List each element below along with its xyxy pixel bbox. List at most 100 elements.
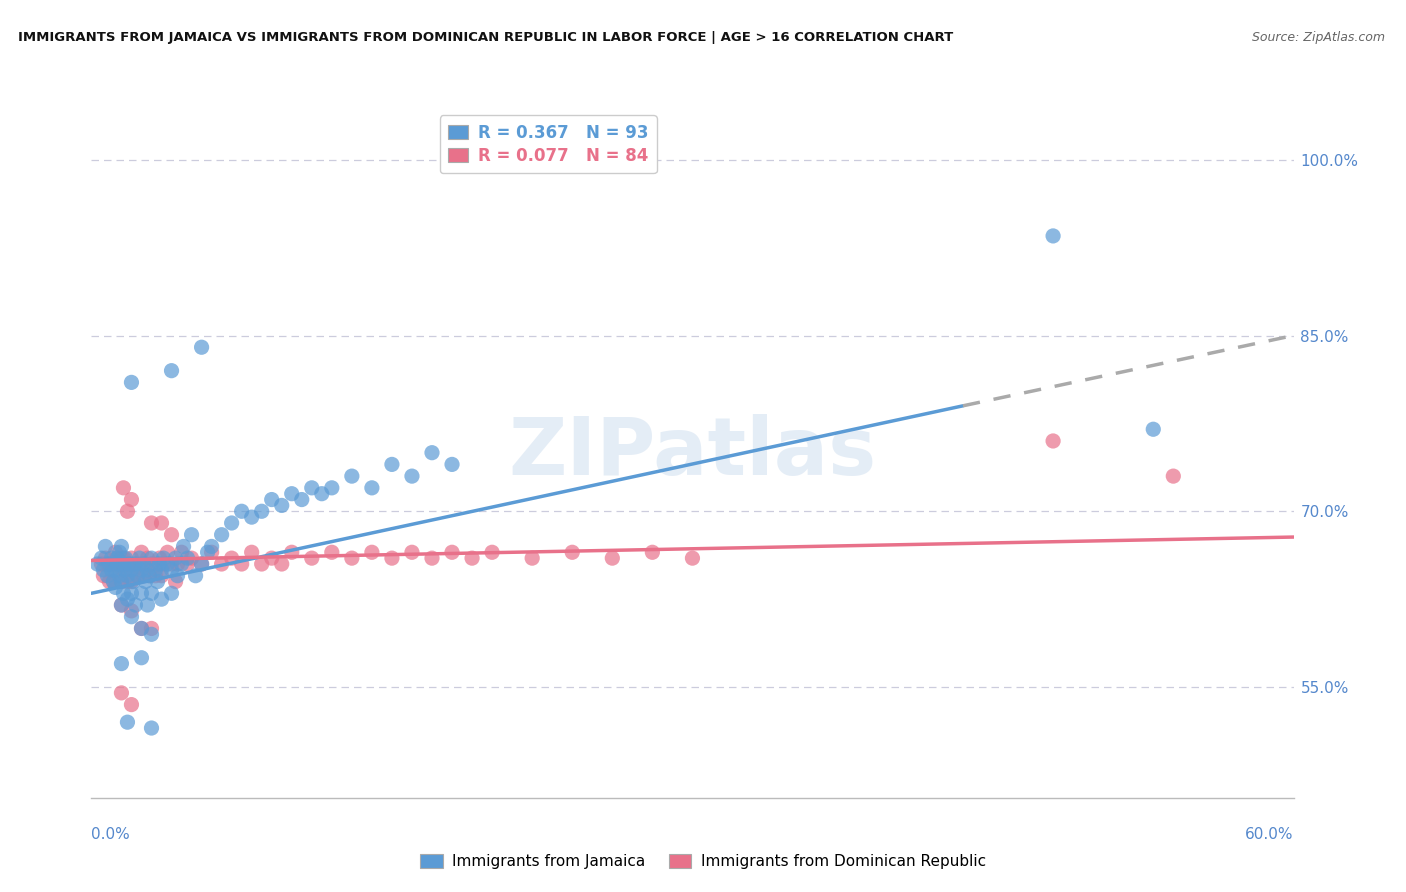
Point [122, 563, 145, 577]
Point [321, 545, 343, 559]
Point [138, 568, 160, 582]
Point [121, 574, 143, 589]
Point [118, 557, 141, 571]
Point [176, 551, 198, 566]
Point [110, 574, 132, 589]
Point [136, 551, 159, 566]
Point [150, 516, 173, 530]
Point [311, 486, 333, 500]
Point [401, 469, 423, 483]
Point [150, 592, 173, 607]
Point [103, 574, 125, 589]
Point [270, 557, 292, 571]
Point [121, 563, 143, 577]
Point [104, 581, 127, 595]
Point [121, 698, 143, 712]
Point [401, 545, 423, 559]
Point [160, 563, 183, 577]
Point [166, 557, 188, 571]
Point [201, 545, 224, 559]
Point [1142, 422, 1164, 436]
Point [211, 527, 233, 541]
Point [270, 499, 292, 513]
Point [145, 568, 167, 582]
Point [132, 557, 155, 571]
Point [98, 574, 121, 589]
Point [131, 622, 153, 636]
Point [131, 586, 153, 600]
Point [131, 545, 153, 559]
Point [128, 557, 150, 571]
Point [136, 598, 159, 612]
Point [156, 557, 179, 571]
Point [340, 551, 363, 566]
Point [100, 551, 122, 566]
Point [131, 622, 153, 636]
Point [90, 557, 112, 571]
Point [190, 557, 212, 571]
Point [110, 551, 132, 566]
Point [440, 545, 463, 559]
Point [121, 551, 143, 566]
Point [94, 540, 117, 554]
Point [136, 563, 159, 577]
Point [1042, 228, 1064, 243]
Point [117, 504, 139, 518]
Point [134, 574, 156, 589]
Point [150, 568, 173, 582]
Point [112, 557, 135, 571]
Point [141, 516, 163, 530]
Point [281, 486, 304, 500]
Point [108, 568, 131, 582]
Point [114, 551, 136, 566]
Point [96, 557, 118, 571]
Point [134, 557, 156, 571]
Text: 0.0%: 0.0% [91, 827, 131, 841]
Point [250, 504, 273, 518]
Point [141, 622, 163, 636]
Point [381, 458, 404, 472]
Point [170, 557, 193, 571]
Point [114, 563, 136, 577]
Point [602, 551, 624, 566]
Point [110, 686, 132, 700]
Point [128, 551, 150, 566]
Text: ZIPatlas: ZIPatlas [509, 414, 876, 491]
Point [301, 551, 323, 566]
Point [117, 574, 139, 589]
Point [107, 563, 129, 577]
Point [118, 557, 141, 571]
Point [110, 657, 132, 671]
Point [360, 545, 382, 559]
Point [381, 551, 404, 566]
Point [112, 481, 135, 495]
Text: IMMIGRANTS FROM JAMAICA VS IMMIGRANTS FROM DOMINICAN REPUBLIC IN LABOR FORCE | A: IMMIGRANTS FROM JAMAICA VS IMMIGRANTS FR… [18, 31, 953, 45]
Point [141, 586, 163, 600]
Point [110, 540, 132, 554]
Point [145, 563, 167, 577]
Point [522, 551, 544, 566]
Point [112, 586, 135, 600]
Point [100, 557, 122, 571]
Point [170, 545, 193, 559]
Point [86, 557, 108, 571]
Point [420, 551, 443, 566]
Point [260, 492, 283, 507]
Point [104, 563, 127, 577]
Point [165, 551, 187, 566]
Point [221, 551, 243, 566]
Point [160, 527, 183, 541]
Point [180, 551, 202, 566]
Point [121, 586, 143, 600]
Point [150, 563, 173, 577]
Point [93, 563, 115, 577]
Point [148, 551, 170, 566]
Point [190, 557, 212, 571]
Text: 60.0%: 60.0% [1246, 827, 1294, 841]
Point [94, 551, 117, 566]
Point [420, 445, 443, 459]
Point [160, 364, 183, 378]
Point [190, 340, 212, 354]
Point [103, 574, 125, 589]
Point [132, 568, 155, 582]
